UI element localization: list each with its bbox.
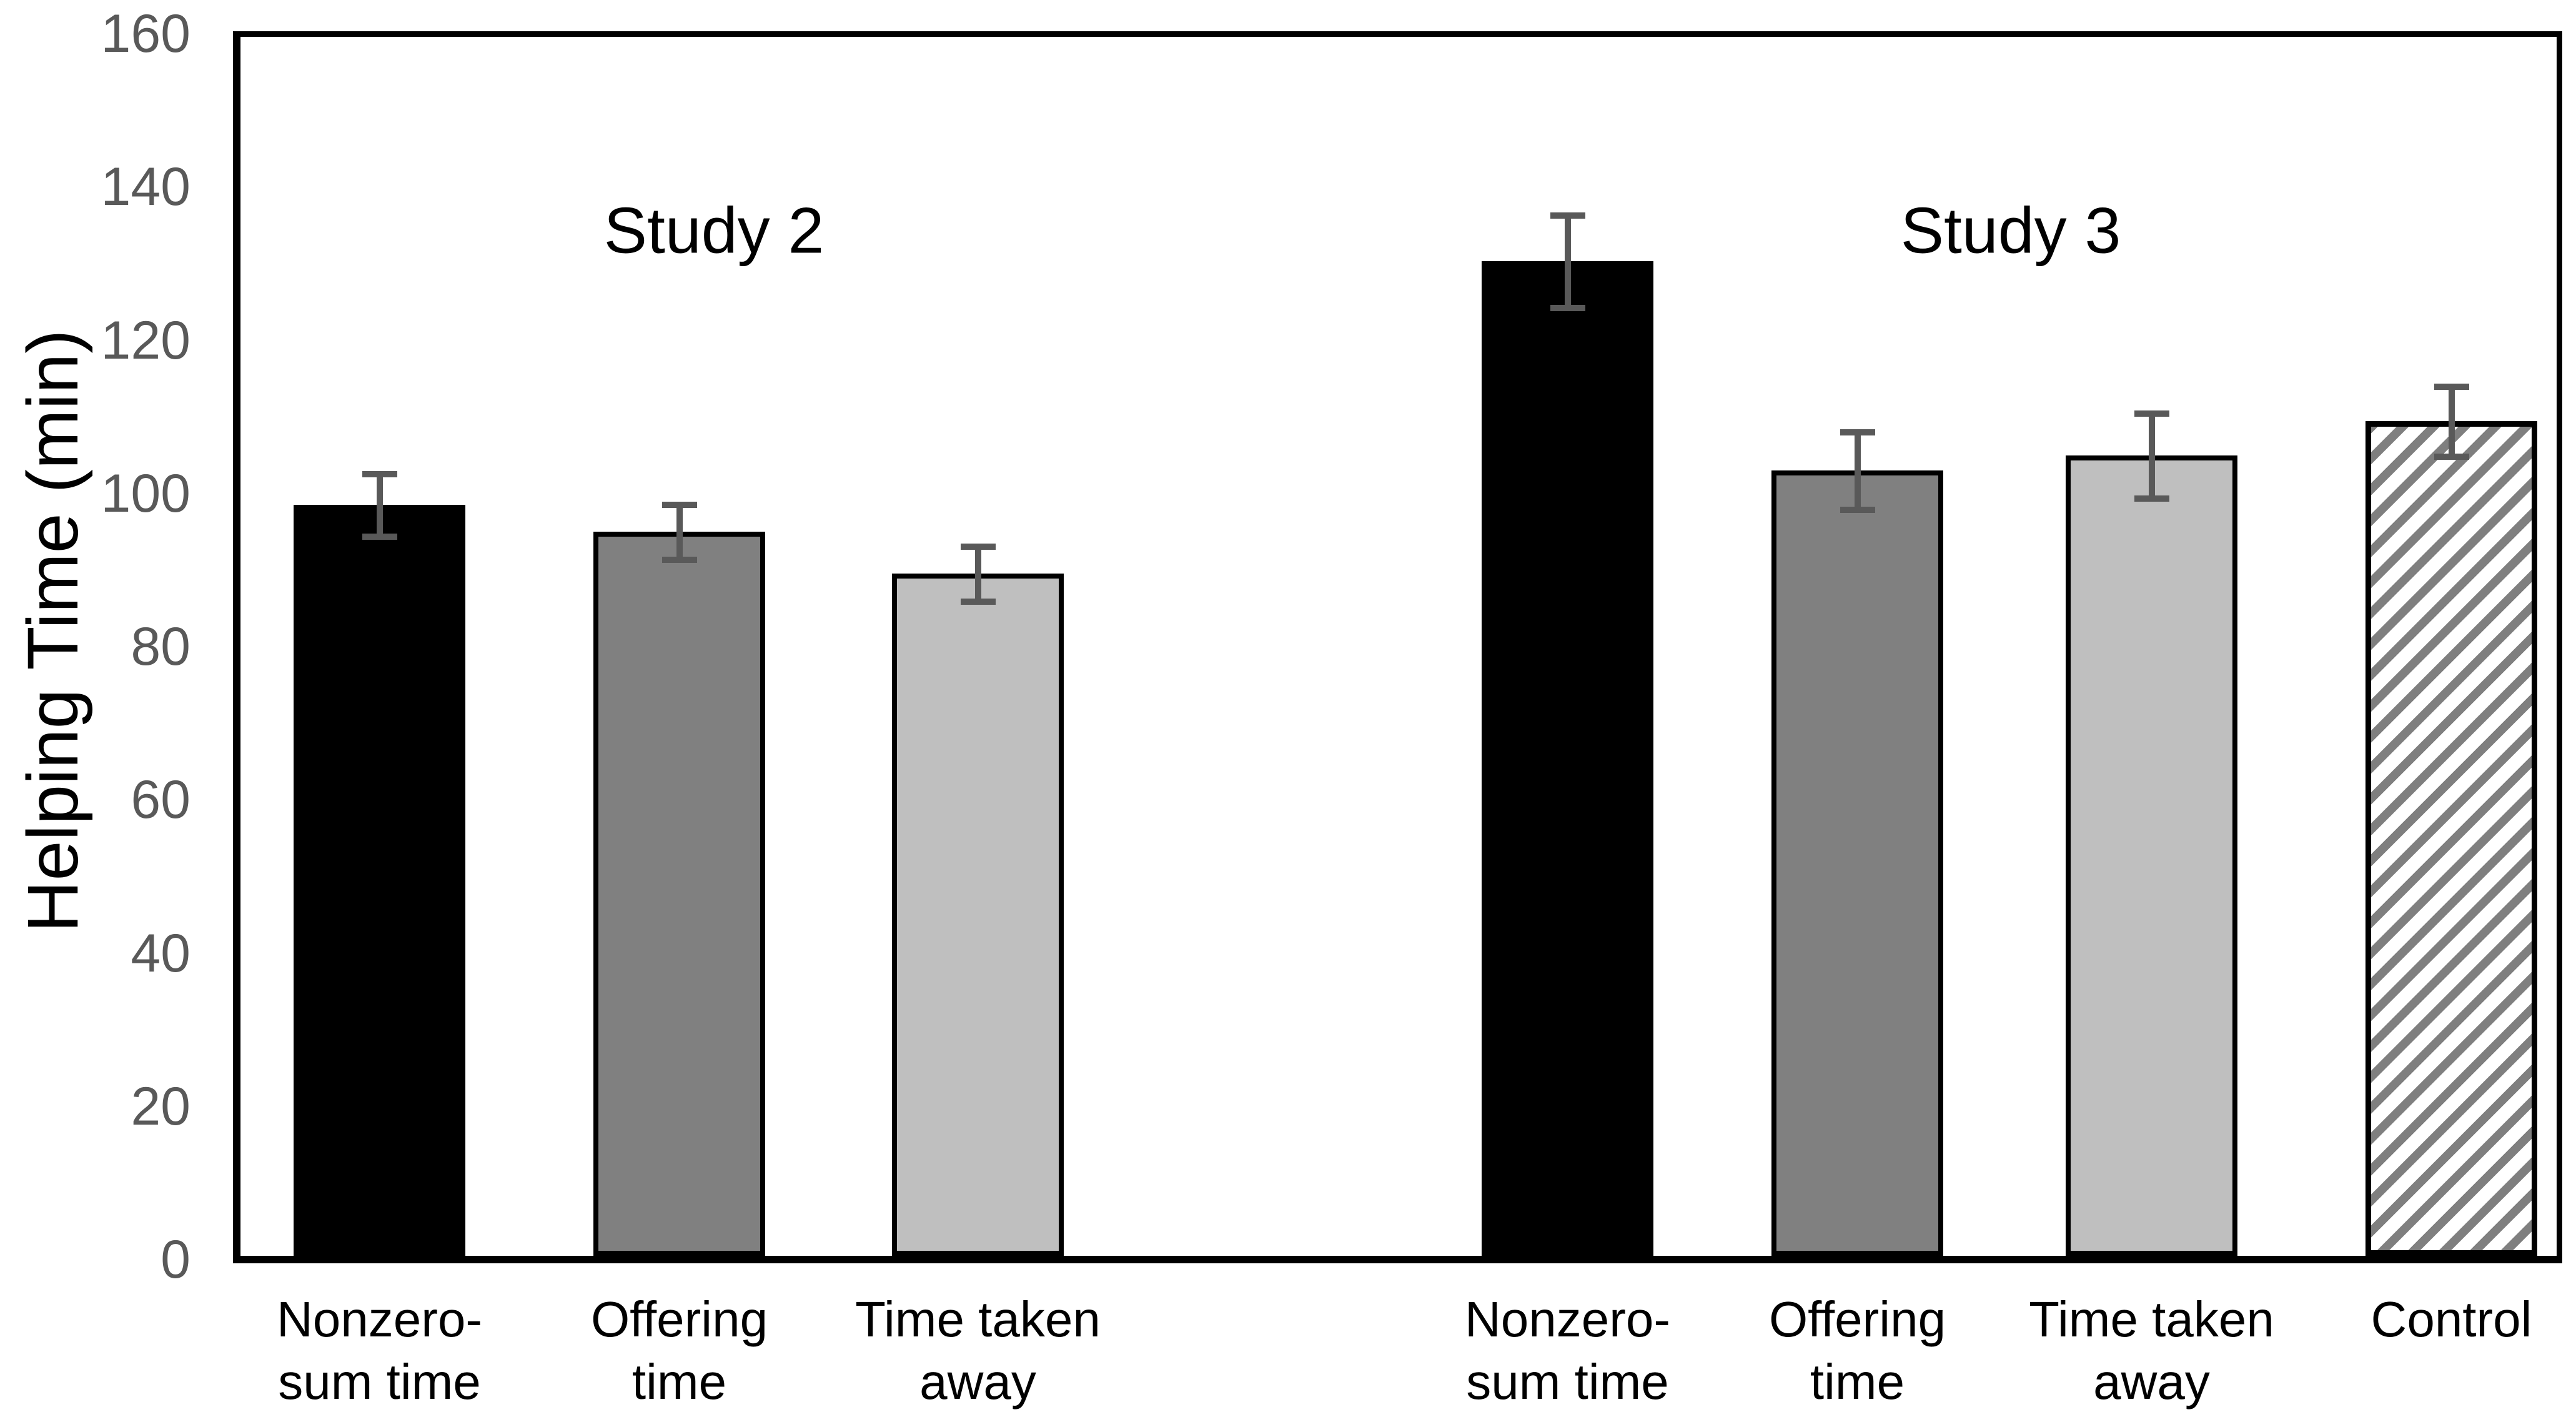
group-title-study-3: Study 3 [1900, 194, 2121, 267]
error-bar-stem [2148, 410, 2155, 502]
plot-area [233, 31, 2562, 1263]
y-tick-label-80: 80 [131, 617, 191, 677]
bar-study-3-nonzero-sum-time [1482, 261, 1653, 1256]
y-tick-label-140: 140 [101, 157, 191, 217]
bar-study-2-offering-time [593, 532, 765, 1256]
x-category-label: Nonzero- sum time [1464, 1291, 1671, 1410]
y-tick-label-160: 160 [101, 4, 191, 64]
x-category-label: Offering time [590, 1291, 768, 1410]
y-tick-label-100: 100 [101, 463, 191, 524]
y-tick-label-20: 20 [131, 1076, 191, 1136]
x-category-label: Control [2370, 1291, 2532, 1347]
error-bar [362, 471, 397, 540]
x-category-label: Offering time [1768, 1291, 1946, 1410]
error-bar-stem [974, 544, 981, 605]
error-bar-stem [676, 502, 683, 563]
x-category-label: Time taken away [2029, 1291, 2274, 1410]
error-bar-stem [1564, 212, 1571, 312]
y-tick-label-0: 0 [161, 1230, 191, 1290]
error-bar [960, 544, 996, 605]
y-tick-label-60: 60 [131, 770, 191, 830]
error-bar [1550, 212, 1585, 312]
x-category-label: Time taken away [855, 1291, 1101, 1410]
bar-study-3-control [2365, 421, 2537, 1256]
bar-study-2-nonzero-sum-time [294, 505, 465, 1256]
y-tick-label-40: 40 [131, 923, 191, 983]
error-bar [2134, 410, 2169, 502]
error-bar [1840, 429, 1875, 514]
error-bar-stem [1854, 429, 1861, 514]
bar-study-3-offering-time [1771, 470, 1943, 1256]
group-title-study-2: Study 2 [603, 194, 825, 267]
error-bar-stem [376, 471, 383, 540]
error-bar [2434, 384, 2469, 460]
bar-study-2-time-taken-away [892, 574, 1064, 1256]
error-bar-stem [2448, 384, 2455, 460]
x-category-label: Nonzero- sum time [276, 1291, 483, 1410]
error-bar [661, 502, 697, 563]
bar-study-3-time-taken-away [2066, 455, 2237, 1256]
y-tick-label-120: 120 [101, 310, 191, 370]
